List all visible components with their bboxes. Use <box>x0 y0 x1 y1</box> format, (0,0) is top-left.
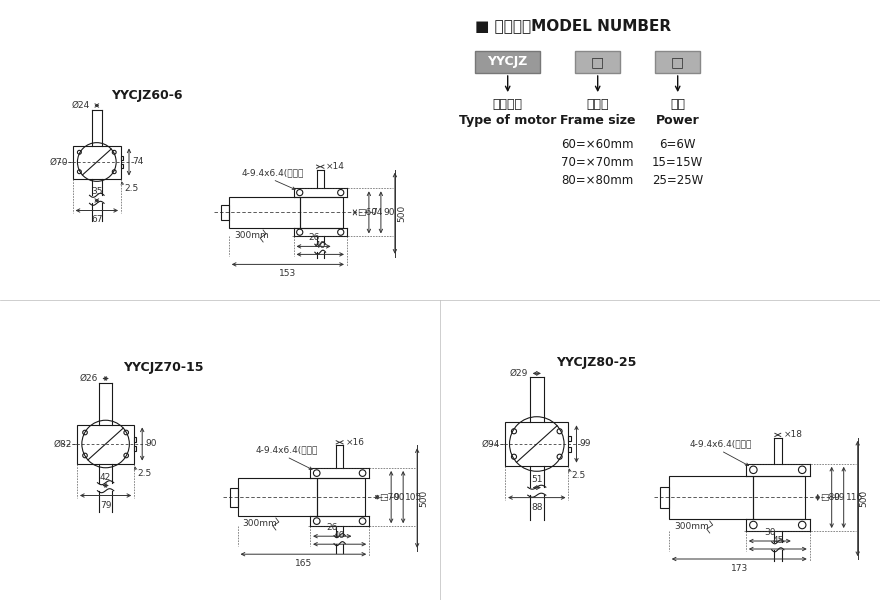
Text: 80=×80mm: 80=×80mm <box>561 174 634 187</box>
Text: 30: 30 <box>764 528 775 537</box>
Text: 4-9.4x6.4(长孔）: 4-9.4x6.4(长孔） <box>241 169 304 178</box>
Text: 40: 40 <box>334 531 345 540</box>
Text: □70: □70 <box>379 493 400 502</box>
Text: 67: 67 <box>91 215 103 224</box>
Text: 90: 90 <box>383 208 394 217</box>
Text: Ø70: Ø70 <box>49 157 68 166</box>
Bar <box>229 197 300 228</box>
Text: □: □ <box>591 55 605 69</box>
Bar <box>669 476 753 519</box>
Text: 79: 79 <box>99 500 112 509</box>
Bar <box>134 437 136 442</box>
Text: 500: 500 <box>419 490 429 506</box>
Text: 300mm: 300mm <box>234 231 268 240</box>
FancyBboxPatch shape <box>576 51 620 73</box>
Text: 90: 90 <box>393 493 405 502</box>
Text: 116: 116 <box>846 493 863 502</box>
Text: □80: □80 <box>819 493 840 502</box>
Bar <box>660 487 669 508</box>
Text: 88: 88 <box>531 503 543 512</box>
Text: YYCJZ60-6: YYCJZ60-6 <box>111 88 183 101</box>
Text: 6=6W: 6=6W <box>659 138 696 151</box>
Bar <box>121 156 123 160</box>
Text: 60=×60mm: 60=×60mm <box>561 138 634 151</box>
Text: 电机类别: 电机类别 <box>493 98 523 111</box>
Text: 74: 74 <box>132 157 143 166</box>
Text: 74: 74 <box>370 208 382 217</box>
Text: YYCJZ80-25: YYCJZ80-25 <box>556 356 636 370</box>
Text: 25=25W: 25=25W <box>652 174 703 187</box>
Text: 45: 45 <box>772 536 783 545</box>
Text: Ø26: Ø26 <box>79 374 98 383</box>
Text: 51: 51 <box>531 475 543 484</box>
Text: Power: Power <box>656 114 700 127</box>
Text: Ø29: Ø29 <box>510 369 528 378</box>
Text: ×14: ×14 <box>326 162 344 171</box>
Text: YYCJZ70-15: YYCJZ70-15 <box>122 361 203 374</box>
Text: Ø82: Ø82 <box>54 439 72 449</box>
Text: 功率: 功率 <box>671 98 686 111</box>
Text: 2.5: 2.5 <box>137 469 151 478</box>
Text: 99: 99 <box>579 439 591 449</box>
Bar <box>753 476 805 519</box>
Text: 26: 26 <box>308 233 319 242</box>
Text: 26: 26 <box>326 523 338 532</box>
Text: 15=15W: 15=15W <box>652 156 703 169</box>
Bar <box>238 478 317 516</box>
Text: 99: 99 <box>833 493 845 502</box>
Bar <box>121 164 123 168</box>
Bar <box>77 425 134 463</box>
Bar <box>568 446 571 452</box>
Text: 机座号: 机座号 <box>586 98 609 111</box>
Bar <box>230 488 238 506</box>
Text: ■ 型号命名MODEL NUMBER: ■ 型号命名MODEL NUMBER <box>475 18 671 33</box>
Text: 173: 173 <box>730 564 748 573</box>
Bar <box>72 145 121 179</box>
Text: □: □ <box>671 55 685 69</box>
Bar <box>134 446 136 451</box>
FancyBboxPatch shape <box>475 51 540 73</box>
Text: 153: 153 <box>279 269 297 278</box>
Text: 40: 40 <box>314 241 326 250</box>
Text: 500: 500 <box>397 205 406 222</box>
Text: YYCJZ: YYCJZ <box>488 55 528 68</box>
Text: 42: 42 <box>100 473 111 481</box>
Bar <box>505 422 568 466</box>
Text: Type of motor: Type of motor <box>459 114 556 127</box>
Text: 300mm: 300mm <box>674 522 708 531</box>
Bar <box>300 197 343 228</box>
Text: 2.5: 2.5 <box>571 471 586 480</box>
Text: 4-9.4x6.4(长孔）: 4-9.4x6.4(长孔） <box>690 440 752 449</box>
Text: 90: 90 <box>145 439 157 449</box>
Text: Ø94: Ø94 <box>481 439 500 449</box>
Bar <box>222 205 229 220</box>
Text: ×18: ×18 <box>784 430 803 439</box>
Text: 300mm: 300mm <box>243 519 277 528</box>
Text: Frame size: Frame size <box>560 114 635 127</box>
Bar <box>317 478 365 516</box>
Text: Ø24: Ø24 <box>71 101 90 110</box>
Bar <box>568 436 571 442</box>
Text: 165: 165 <box>295 559 312 568</box>
Text: 2.5: 2.5 <box>124 184 138 193</box>
Text: □60: □60 <box>357 208 377 217</box>
Text: 500: 500 <box>860 490 869 507</box>
Text: 35: 35 <box>91 187 103 196</box>
Text: ×16: ×16 <box>345 438 364 447</box>
FancyBboxPatch shape <box>656 51 700 73</box>
Text: 70=×70mm: 70=×70mm <box>561 156 634 169</box>
Text: 4-9.4x6.4(长孔）: 4-9.4x6.4(长孔） <box>255 446 318 455</box>
Text: 105: 105 <box>405 493 422 502</box>
